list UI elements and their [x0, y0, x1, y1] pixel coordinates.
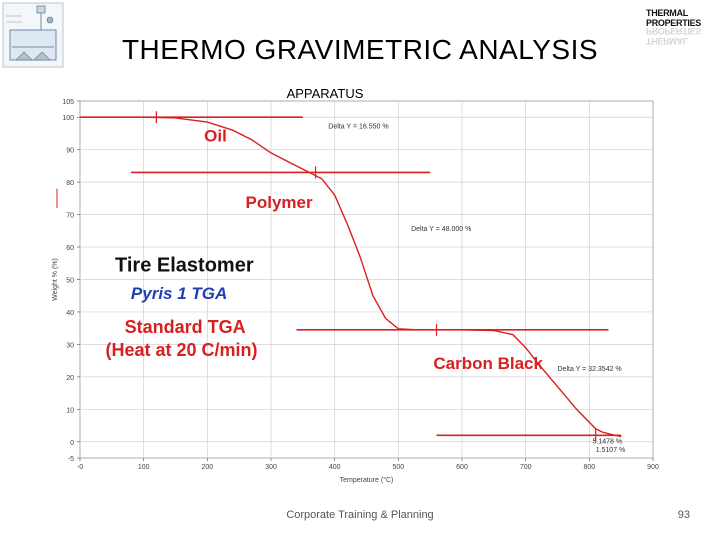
y-tick-label: 20	[66, 375, 74, 382]
chart-label: Carbon Black	[433, 354, 543, 373]
page-number: 93	[677, 509, 690, 521]
footer-text: Corporate Training & Planning	[286, 509, 434, 521]
y-tick-label: -5	[68, 456, 74, 463]
delta-annotation: Delta Y = 32.3542 %	[558, 366, 622, 373]
delta-annotation: 1.5107 %	[596, 447, 626, 454]
chart-label: Tire Elastomer	[115, 254, 254, 276]
delta-annotation: 5.1478 %	[593, 438, 623, 445]
y-tick-label: 100	[62, 115, 74, 122]
y-tick-label: 80	[66, 180, 74, 187]
y-tick-label: 105	[62, 99, 74, 106]
x-tick-label: -0	[77, 464, 83, 471]
y-tick-label: 30	[66, 342, 74, 349]
delta-annotation: Delta Y = 48.000 %	[411, 226, 471, 233]
x-tick-label: 800	[583, 464, 595, 471]
chart-label: Standard TGA	[125, 317, 246, 337]
y-tick-label: 70	[66, 213, 74, 220]
x-tick-label: 900	[647, 464, 659, 471]
chart-label: Polymer	[246, 193, 313, 212]
slide-subtitle: APPARATUS	[286, 86, 364, 101]
x-tick-label: 600	[456, 464, 468, 471]
apparatus-thumbnail-image	[2, 2, 64, 68]
logo-text: THERMAL PROPERTIES	[646, 8, 702, 28]
y-tick-label: 40	[66, 310, 74, 317]
x-tick-label: 500	[392, 464, 404, 471]
y-tick-label: 10	[66, 407, 74, 414]
weight-loss-curve	[80, 116, 622, 438]
y-axis-label: Weight % (%)	[52, 258, 59, 301]
y-tick-label: 60	[66, 245, 74, 252]
y-tick-label: 50	[66, 278, 74, 285]
x-tick-label: 100	[138, 464, 150, 471]
x-tick-label: 700	[520, 464, 532, 471]
x-axis-label: Temperature (°C)	[340, 476, 394, 484]
slide-title: THERMO GRAVIMETRIC ANALYSIS	[121, 34, 599, 65]
x-tick-label: 300	[265, 464, 277, 471]
x-tick-label: 400	[329, 464, 341, 471]
thermal-properties-logo: THERMAL PROPERTIES THERMAL PROPERTIES	[646, 8, 716, 46]
x-tick-label: 200	[201, 464, 213, 471]
chart-label: (Heat at 20 C/min)	[105, 340, 257, 360]
y-tick-label: 90	[66, 148, 74, 155]
y-tick-label: 0	[70, 440, 74, 447]
chart-label: Oil	[204, 127, 227, 146]
delta-annotation: Delta Y = 16.550 %	[328, 124, 388, 131]
chart-label: Pyris 1 TGA	[131, 284, 227, 303]
